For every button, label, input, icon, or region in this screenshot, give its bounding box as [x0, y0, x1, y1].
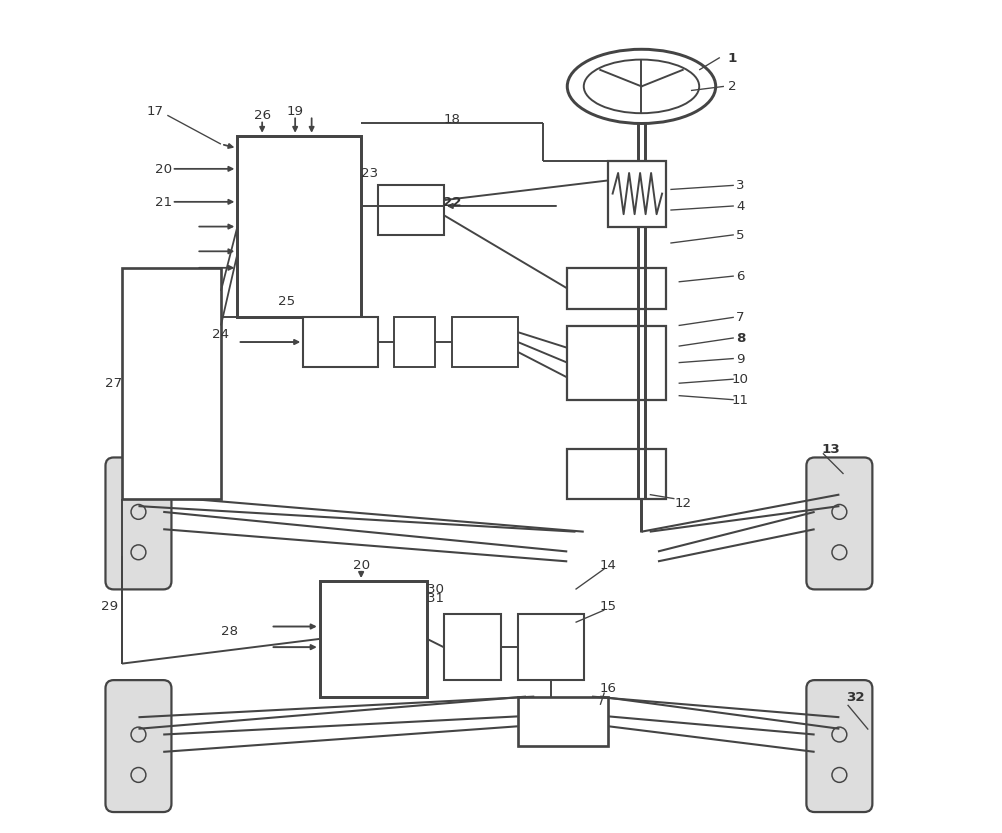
Bar: [567, 326, 665, 400]
Text: 6: 6: [735, 270, 744, 283]
Text: 20: 20: [353, 558, 370, 571]
Text: 5: 5: [735, 229, 744, 242]
Text: 26: 26: [254, 109, 271, 122]
Bar: [517, 614, 583, 681]
Bar: [304, 317, 378, 367]
Bar: [122, 268, 220, 499]
Text: 3: 3: [735, 179, 744, 192]
Text: 16: 16: [599, 682, 616, 695]
Text: 8: 8: [735, 332, 744, 345]
Text: 7: 7: [735, 311, 744, 324]
Text: 15: 15: [599, 600, 616, 612]
Bar: [320, 581, 427, 696]
Text: 1: 1: [727, 52, 736, 64]
Bar: [608, 161, 665, 227]
FancyBboxPatch shape: [105, 457, 171, 590]
Bar: [567, 268, 665, 309]
Bar: [517, 696, 608, 746]
Text: 23: 23: [361, 167, 378, 180]
Text: 11: 11: [731, 393, 748, 407]
Text: 18: 18: [443, 113, 460, 127]
Text: 30: 30: [427, 583, 444, 596]
Bar: [394, 317, 435, 367]
Text: 25: 25: [279, 295, 296, 307]
Text: 24: 24: [212, 327, 229, 341]
Text: 29: 29: [101, 600, 118, 612]
Text: 2: 2: [727, 80, 736, 93]
Text: 14: 14: [600, 558, 616, 571]
Text: 32: 32: [846, 691, 865, 703]
Text: 9: 9: [735, 352, 744, 366]
Text: 21: 21: [155, 196, 172, 209]
Bar: [567, 450, 665, 499]
FancyBboxPatch shape: [806, 457, 872, 590]
Bar: [237, 137, 361, 317]
Text: 13: 13: [822, 443, 840, 456]
Text: 22: 22: [442, 196, 461, 209]
Text: 17: 17: [146, 105, 163, 118]
Text: 20: 20: [155, 162, 172, 176]
Text: 19: 19: [287, 105, 304, 118]
Text: 28: 28: [220, 624, 237, 637]
Text: 10: 10: [731, 373, 748, 386]
Bar: [378, 186, 443, 235]
FancyBboxPatch shape: [806, 681, 872, 812]
Bar: [452, 317, 517, 367]
Text: 27: 27: [105, 377, 122, 390]
Text: 4: 4: [735, 200, 744, 213]
FancyBboxPatch shape: [105, 681, 171, 812]
Bar: [443, 614, 501, 681]
Text: 12: 12: [673, 496, 690, 510]
Text: 31: 31: [427, 591, 444, 604]
